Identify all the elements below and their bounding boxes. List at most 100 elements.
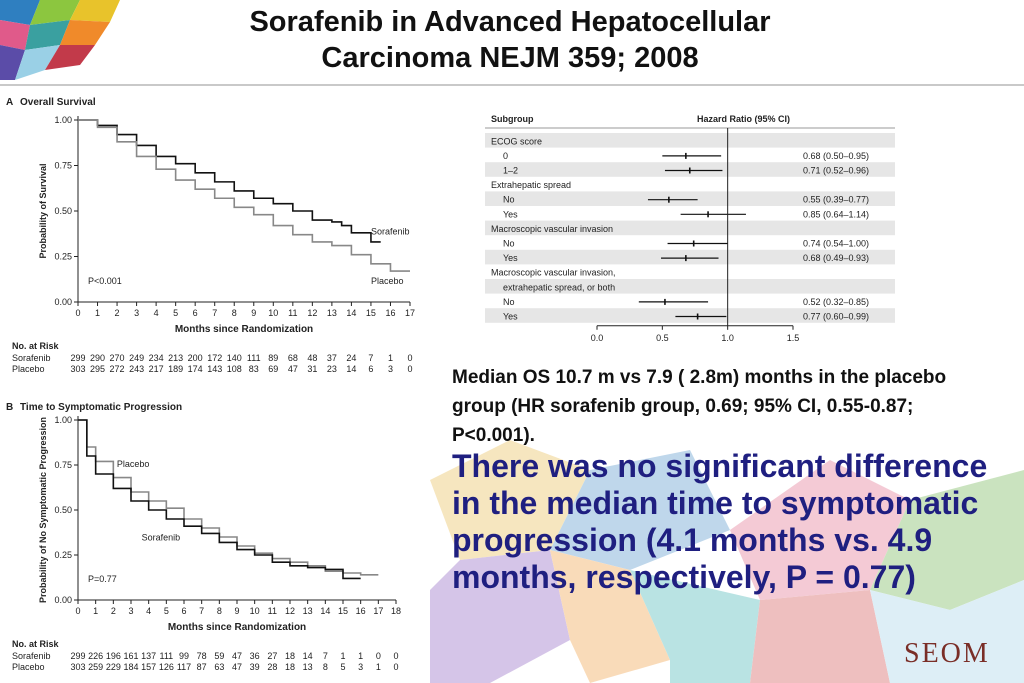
x-tick-label: 11 [288, 308, 297, 318]
risk-table-cell: 290 [90, 353, 105, 363]
x-tick-label: 10 [268, 308, 278, 318]
x-tick-label: 12 [285, 606, 295, 616]
forest-group-heading: Extrahepatic spread [491, 180, 571, 190]
panel-letter: A [6, 97, 13, 108]
forest-row-band [485, 133, 895, 148]
risk-table-cell: 31 [307, 364, 317, 374]
y-tick-label: 1.00 [54, 415, 72, 425]
risk-table-cell: 59 [214, 651, 224, 661]
risk-table-cell: 161 [123, 651, 138, 661]
risk-table-cell: 213 [168, 353, 183, 363]
y-tick-label: 1.00 [54, 115, 72, 125]
series-label-sorafenib: Sorafenib [142, 533, 181, 543]
risk-table-cell: 111 [159, 651, 173, 661]
forest-row-band [485, 220, 895, 236]
risk-table-cell: 27 [267, 651, 277, 661]
risk-table-cell: 7 [368, 353, 373, 363]
risk-table-cell: 1 [358, 651, 363, 661]
risk-table-cell: 0 [393, 662, 398, 672]
y-tick-label: 0.25 [54, 550, 72, 560]
risk-table-cell: 69 [268, 364, 278, 374]
risk-table-cell: 78 [197, 651, 207, 661]
risk-table-cell: 14 [346, 364, 356, 374]
series-label-placebo: Placebo [117, 459, 150, 469]
x-tick-label: 9 [234, 606, 239, 616]
x-tick-label: 18 [391, 606, 401, 616]
forest-hr-text: 0.71 (0.52–0.96) [803, 166, 869, 176]
x-tick-label: 0 [75, 308, 80, 318]
x-tick-label: 7 [199, 606, 204, 616]
risk-table-cell: 303 [70, 662, 85, 672]
risk-table-row-label: Placebo [12, 364, 45, 374]
risk-table-cell: 295 [90, 364, 105, 374]
risk-table-cell: 63 [214, 662, 224, 672]
risk-table-cell: 272 [110, 364, 125, 374]
x-tick-label: 17 [405, 308, 415, 318]
series-label-placebo: Placebo [371, 276, 404, 286]
forest-plot: Subgroup Hazard Ratio (95% CI) ECOG score 0… [485, 114, 895, 343]
risk-table-cell: 226 [88, 651, 103, 661]
risk-table-cell: 39 [250, 662, 260, 672]
risk-table-cell: 157 [141, 662, 156, 672]
risk-table-cell: 174 [188, 364, 203, 374]
x-tick-label: 1 [93, 606, 98, 616]
risk-table-cell: 0 [407, 364, 412, 374]
forest-group-heading: Macroscopic vascular invasion [491, 224, 613, 234]
risk-table-cell: 299 [70, 353, 85, 363]
panel-title: Overall Survival [20, 97, 96, 108]
x-tick-label: 16 [356, 606, 366, 616]
y-tick-label: 0.50 [54, 505, 72, 515]
risk-table-cell: 37 [327, 353, 337, 363]
panel-title: Time to Symptomatic Progression [20, 402, 182, 413]
x-tick-label: 7 [212, 308, 217, 318]
title-line-2: Carcinoma NEJM 359; 2008 [321, 42, 699, 74]
forest-hr-text: 0.52 (0.32–0.85) [803, 297, 869, 307]
risk-table-cell: 0 [393, 651, 398, 661]
risk-table-cell: 243 [129, 364, 144, 374]
risk-table-cell: 13 [303, 662, 313, 672]
risk-table-cell: 196 [106, 651, 121, 661]
forest-hr-text: 0.77 (0.60–0.99) [803, 312, 869, 322]
risk-table-cell: 1 [340, 651, 345, 661]
x-tick-label: 2 [111, 606, 116, 616]
forest-x-tick-label: 1.5 [787, 333, 800, 343]
risk-table-cell: 172 [207, 353, 222, 363]
x-tick-label: 8 [217, 606, 222, 616]
risk-table-header: No. at Risk [12, 341, 60, 351]
x-tick-label: 11 [268, 606, 277, 616]
series-label-sorafenib: Sorafenib [371, 227, 410, 237]
risk-table-cell: 217 [149, 364, 164, 374]
risk-table-cell: 229 [106, 662, 121, 672]
risk-table-cell: 5 [340, 662, 345, 672]
x-tick-label: 12 [307, 308, 317, 318]
y-tick-label: 0.00 [54, 595, 72, 605]
forest-x-tick-label: 0.5 [656, 333, 669, 343]
background-mosaic-image [430, 440, 1024, 683]
risk-table-cell: 249 [129, 353, 144, 363]
series-line-sorafenib [78, 419, 361, 580]
x-tick-label: 16 [385, 308, 395, 318]
x-tick-label: 14 [346, 308, 356, 318]
risk-table-cell: 48 [307, 353, 317, 363]
risk-table-cell: 200 [188, 353, 203, 363]
risk-table-cell: 303 [70, 364, 85, 374]
risk-table-cell: 87 [197, 662, 207, 672]
risk-table-cell: 111 [247, 353, 261, 363]
forest-row-band [485, 279, 895, 294]
risk-table-cell: 143 [207, 364, 222, 374]
seom-logo: SEOM [904, 638, 990, 669]
forest-row-label: 1–2 [503, 166, 518, 176]
x-tick-label: 9 [251, 308, 256, 318]
risk-table-cell: 140 [227, 353, 242, 363]
forest-row-label: Yes [503, 253, 518, 263]
forest-header-hr: Hazard Ratio (95% CI) [697, 114, 790, 124]
risk-table-cell: 18 [285, 651, 295, 661]
forest-row-label: No [503, 195, 515, 205]
forest-row-label: 0 [503, 151, 508, 161]
x-tick-label: 10 [250, 606, 260, 616]
risk-table-row-label: Placebo [12, 662, 45, 672]
x-tick-label: 5 [164, 606, 169, 616]
x-tick-label: 0 [75, 606, 80, 616]
x-tick-label: 15 [366, 308, 376, 318]
